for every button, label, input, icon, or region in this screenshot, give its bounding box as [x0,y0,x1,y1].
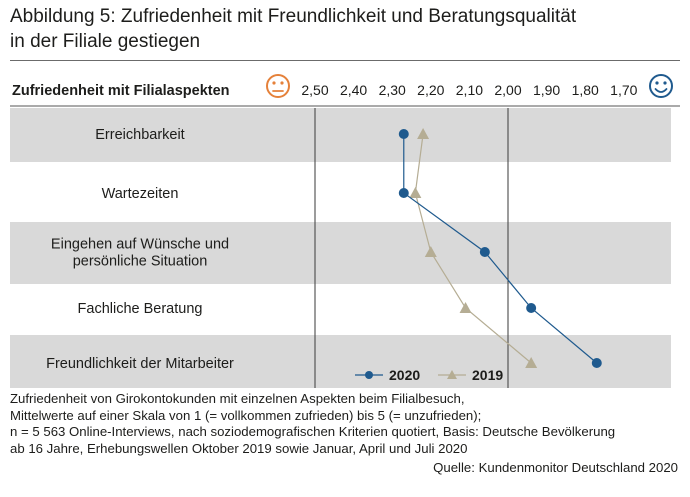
legend-marker [365,371,373,379]
x-tick-label: 1,70 [610,82,637,98]
data-point [591,358,602,368]
reference-lines [314,108,509,388]
x-tick-label: 1,80 [572,82,599,98]
data-point [417,128,430,139]
data-point [424,246,437,257]
series-2020 [398,129,602,368]
data-point [479,247,490,257]
satisfaction-chart: Zufriedenheit mit Filialaspekten 2,50 2,4… [10,74,680,388]
happy-face-icon [649,74,673,98]
category-band [10,335,671,388]
data-series [398,128,602,368]
x-tick-label: 2,50 [301,82,328,98]
footnote-line-3: n = 5 563 Online-Interviews, nach soziod… [10,424,616,439]
axis-title: Zufriedenheit mit Filialaspekten [12,83,230,99]
x-tick-label: 2,00 [494,82,521,98]
category-bands [10,108,671,388]
title-line-1: Abbildung 5: Zufriedenheit mit Freundlic… [10,6,577,27]
legend-label: 2020 [389,367,420,383]
legend-item-2019: 2019 [438,367,503,383]
legend-item-2020: 2020 [355,367,420,383]
category-label: Wartezeiten [102,186,179,202]
data-point [409,187,422,198]
category-label: Freundlichkeit der Mitarbeiter [46,356,234,372]
x-tick-label: 1,90 [533,82,560,98]
legend-marker [447,370,457,379]
category-label: Fachliche Beratung [78,301,203,317]
data-point [525,357,538,368]
footnote-line-2: Mittelwerte auf einer Skala von 1 (= vol… [10,407,482,423]
title-line-2: in der Filiale gestiegen [10,31,201,52]
chart-title: Abbildung 5: Zufriedenheit mit Freundlic… [10,4,680,54]
legend-label: 2019 [472,367,503,383]
footnotes: Zufriedenheit von Girokontokunden mit ei… [10,391,685,457]
category-band [10,108,671,162]
category-label: Eingehen auf Wünsche und persönliche Situ… [51,237,229,270]
footnote-line-1: Zufriedenheit von Girokontokunden mit ei… [10,391,465,406]
data-point [526,303,537,313]
series-2019 [409,128,538,368]
x-tick-label: 2,30 [379,82,406,98]
source-note: Quelle: Kundenmonitor Deutschland 2020 [433,460,678,475]
x-tick-label: 2,10 [456,82,483,98]
data-point [398,129,409,139]
data-point [398,188,409,198]
x-tick-label: 2,40 [340,82,367,98]
title-divider [10,60,680,61]
legend: 2020 2019 [355,367,503,383]
data-point [459,302,472,313]
category-label: Erreichbarkeit [95,127,184,143]
x-tick-label: 2,20 [417,82,444,98]
category-labels: Erreichbarkeit Wartezeiten Eingehen auf Wü… [46,127,234,372]
footnote-line-4: ab 16 Jahre, Erhebungswellen Oktober 201… [10,440,468,456]
unhappy-face-icon [266,74,290,98]
x-tick-labels: 2,50 2,40 2,30 2,20 2,10 2,00 1,90 1,80 1,70 [301,82,637,98]
category-band [10,222,671,284]
